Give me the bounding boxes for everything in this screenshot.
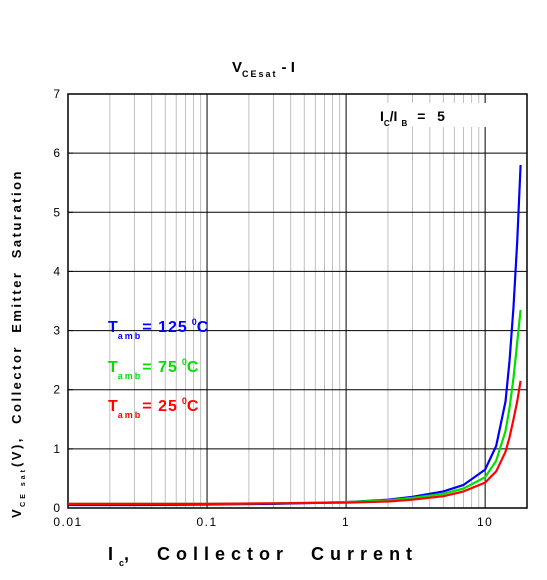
y-tick-label: 2 — [53, 383, 60, 397]
x-tick-label: 0.1 — [196, 515, 217, 529]
condition-suffix: = 5 — [417, 108, 445, 124]
legend-item-125: Tamb= 125 0C — [108, 317, 209, 341]
legend-125-value: = 125 — [142, 319, 187, 336]
x-axis-label-suffix: , Collector Current — [124, 544, 418, 564]
chart-title-suffix: - I — [282, 59, 295, 76]
x-axis-label-sub: c — [119, 558, 124, 568]
y-axis-label-main: V — [9, 507, 24, 518]
svg-text:IC/IB= 5: IC/I B = 5 — [380, 108, 445, 128]
legend-125-sub: amb — [118, 331, 143, 341]
legend-75-degree: 0 — [182, 357, 187, 367]
legend-item-75: Tamb= 75 0C — [108, 357, 199, 381]
legend-75-main: T — [108, 359, 118, 376]
legend-75-unit: 0C — [182, 357, 199, 376]
legend-125-unit: 0C — [192, 317, 209, 336]
legend-25-value: = 25 — [142, 398, 178, 415]
y-axis-label-suffix: (V), Collector Emitter Saturation — [9, 169, 24, 467]
y-axis-label-sub: CE sat — [20, 467, 27, 507]
condition-mid: /I — [390, 108, 398, 124]
plot-area: 0 1 2 3 4 5 6 7 0.01 0.1 1 10 — [53, 87, 528, 529]
condition-sub2: B — [401, 119, 407, 128]
legend-75-sub: amb — [118, 371, 143, 381]
legend-25-sub: amb — [118, 410, 143, 420]
chart-title: VCEsat - I — [232, 59, 295, 79]
plot-frame — [67, 93, 528, 509]
x-axis-label-main: I — [108, 544, 119, 564]
y-axis-label: VCE sat(V), Collector Emitter Saturation — [9, 169, 27, 518]
legend-125-degree: 0 — [192, 317, 197, 327]
x-axis-label: Ic, Collector Current — [108, 544, 418, 568]
chart-title-main: V — [232, 59, 242, 76]
legend-25-main: T — [108, 398, 118, 415]
condition-prefix: I — [380, 108, 384, 124]
y-tick-label: 6 — [53, 146, 60, 160]
series-line-2 — [68, 380, 522, 505]
condition-label: IC/I B = 5 — [370, 103, 500, 128]
condition-box — [370, 103, 500, 127]
condition-sub1: C — [384, 119, 390, 128]
y-tick-label: 1 — [53, 442, 60, 456]
x-tick-label: 0.01 — [53, 515, 82, 529]
x-tick-label: 1 — [342, 515, 350, 529]
legend-item-25: Tamb= 25 0C — [108, 396, 199, 420]
y-tick-label: 4 — [53, 264, 60, 278]
legend-75-value: = 75 — [142, 359, 178, 376]
y-tick-label: 3 — [53, 324, 60, 338]
legend-25-unit: 0C — [182, 396, 199, 415]
chart-title-sub: CEsat — [242, 69, 278, 79]
legend: Tamb= 125 0C Tamb= 75 0C Tamb= 25 0C — [108, 317, 209, 420]
x-tick-label: 10 — [477, 515, 493, 529]
legend-25-degree: 0 — [182, 396, 187, 406]
y-tick-label: 7 — [53, 87, 60, 101]
y-tick-label: 0 — [53, 501, 60, 515]
y-tick-label: 5 — [53, 205, 60, 219]
legend-125-main: T — [108, 319, 118, 336]
